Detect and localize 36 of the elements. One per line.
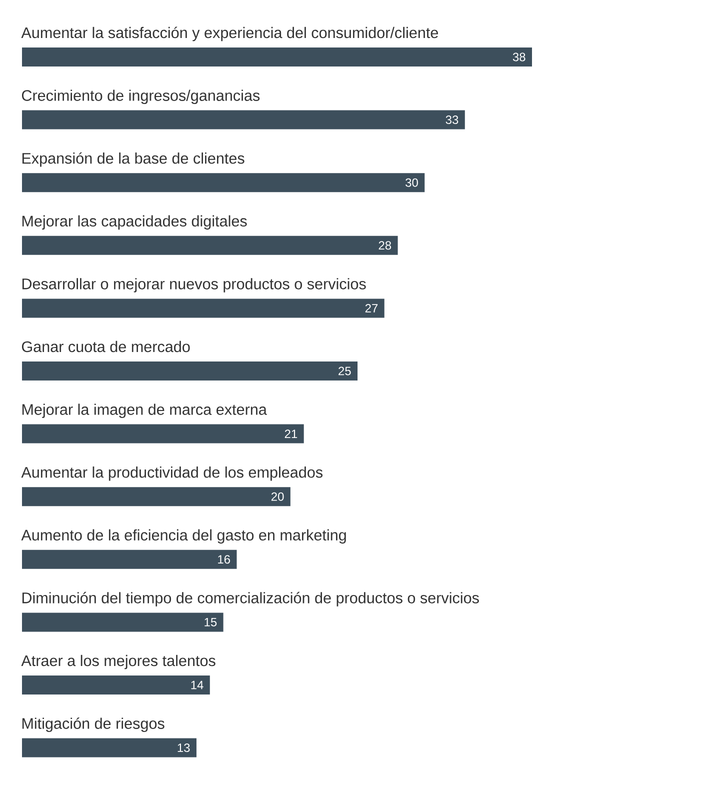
y-tick-label: Mitigación de riesgos bbox=[22, 718, 164, 732]
data-label: 38 bbox=[512, 52, 526, 62]
bar bbox=[22, 487, 290, 506]
y-tick-label: Aumentar la productividad de los empleados bbox=[21, 466, 323, 481]
y-tick-label: Crecimiento de ingresos/ganancias bbox=[22, 90, 260, 104]
y-tick-label: Expansión de la base de clientes bbox=[22, 152, 244, 167]
y-tick-label: Aumento de la eficiencia del gasto en marketing bbox=[21, 529, 346, 544]
data-label: 16 bbox=[218, 555, 230, 564]
bar bbox=[22, 675, 210, 694]
data-label: 25 bbox=[338, 366, 351, 376]
bar bbox=[22, 236, 398, 255]
data-label: 21 bbox=[284, 430, 298, 438]
bar bbox=[22, 173, 425, 192]
data-label: 27 bbox=[365, 304, 378, 312]
y-tick-label: Atraer a los mejores talentos bbox=[21, 654, 216, 670]
data-label: 28 bbox=[378, 241, 392, 250]
bar bbox=[22, 47, 532, 66]
data-label: 20 bbox=[271, 492, 284, 501]
bar bbox=[22, 612, 224, 632]
y-tick-label: Mejorar las capacidades digitales bbox=[22, 215, 247, 230]
y-tick-label: Aumentar la satisfacción y experiencia del consumidor/cliente bbox=[21, 26, 438, 42]
y-tick-label: Ganar cuota de mercado bbox=[22, 340, 190, 352]
bar bbox=[22, 361, 358, 380]
bar bbox=[22, 550, 237, 569]
bar bbox=[22, 110, 465, 130]
data-label: 13 bbox=[178, 744, 190, 752]
y-tick-label: Desarrollar o mejorar nuevos productos o servicios bbox=[22, 278, 366, 292]
data-label: 14 bbox=[191, 680, 204, 690]
bar bbox=[22, 424, 304, 444]
data-label: 15 bbox=[204, 618, 217, 626]
y-tick-label: Diminución del tiempo de comercialización de productos o servicios bbox=[22, 592, 479, 606]
y-tick-label: Mejorar la imagen de marca externa bbox=[22, 404, 267, 418]
data-label: 33 bbox=[446, 116, 458, 124]
data-label: 30 bbox=[406, 178, 418, 187]
bar bbox=[22, 738, 196, 758]
bar bbox=[22, 298, 384, 318]
